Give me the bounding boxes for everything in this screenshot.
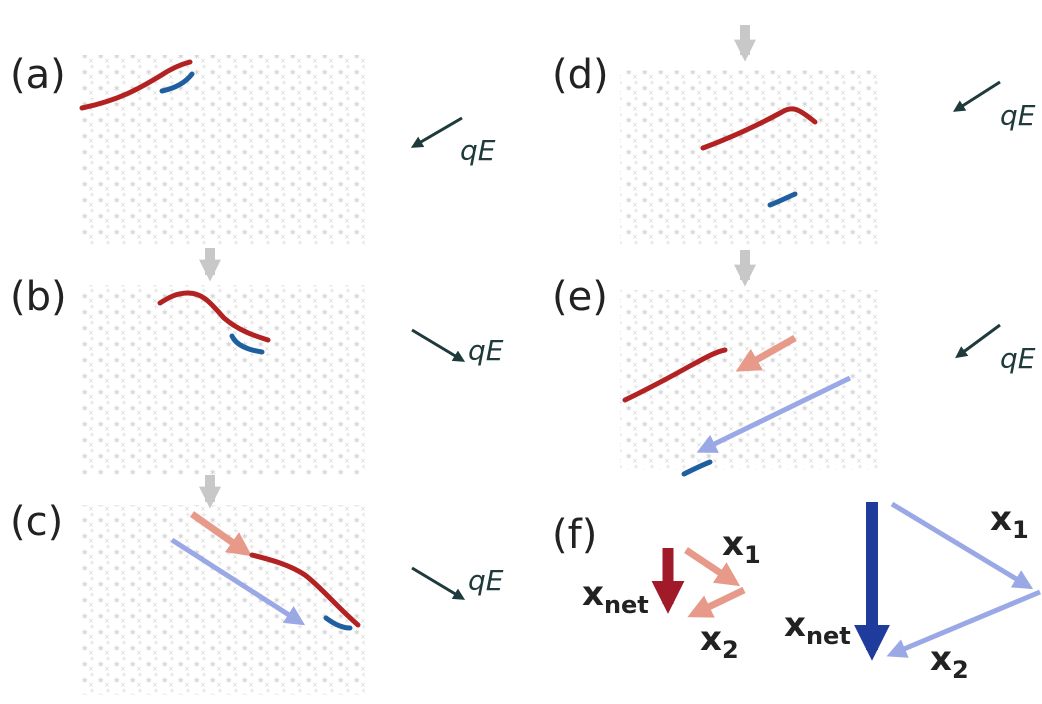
panel-label-a: (a) (10, 52, 66, 98)
x2-label-large: x2 (930, 639, 969, 684)
salmon-arrow-e (735, 334, 797, 372)
panel-label-c: (c) (10, 499, 63, 545)
polymer-chain-c (249, 552, 361, 628)
field-arrow-e (955, 323, 1001, 359)
obstacle-field-a (80, 55, 365, 245)
fragment-c (323, 615, 353, 631)
x2-vector-large (886, 589, 1041, 658)
field-label-c: qE (468, 564, 504, 597)
x1-label-small: x1 (722, 524, 761, 569)
fragment-d (767, 191, 798, 208)
field-label-a: qE (460, 134, 496, 167)
field-arrow-c (411, 566, 466, 600)
x1-vector-small (684, 547, 741, 587)
light-blue-arrow-c (170, 537, 306, 626)
panel-label-d: (d) (552, 52, 609, 98)
panel-label-b: (b) (10, 274, 67, 320)
light-blue-arrow-e (696, 375, 852, 453)
salmon-arrow-c (189, 511, 253, 557)
obstacle-field-d (620, 70, 880, 245)
field-arrow-d (952, 80, 1001, 112)
x2-label-small: x2 (700, 619, 739, 664)
polymer-chain-b (157, 290, 271, 343)
xnet-label-large: xnet (784, 605, 851, 650)
polymer-chain-d (700, 106, 818, 151)
fragment-b (229, 333, 265, 355)
x1-label-large: x1 (990, 499, 1029, 544)
field-label-d: qE (1000, 99, 1036, 132)
field-label-b: qE (468, 334, 504, 367)
fragment-a (159, 71, 195, 94)
field-arrow-a (410, 116, 463, 148)
panel-label-f: (f) (552, 512, 597, 558)
xnet-label-small: xnet (582, 574, 649, 619)
x1-vector-large (890, 501, 1034, 590)
field-label-e: qE (1000, 342, 1036, 375)
polymer-chain-a (79, 59, 193, 111)
field-arrow-b (411, 328, 466, 362)
x2-vector-small (687, 586, 746, 618)
polymer-chain-e (622, 347, 728, 403)
fragment-e (681, 459, 713, 477)
panel-label-e: (e) (552, 274, 608, 320)
